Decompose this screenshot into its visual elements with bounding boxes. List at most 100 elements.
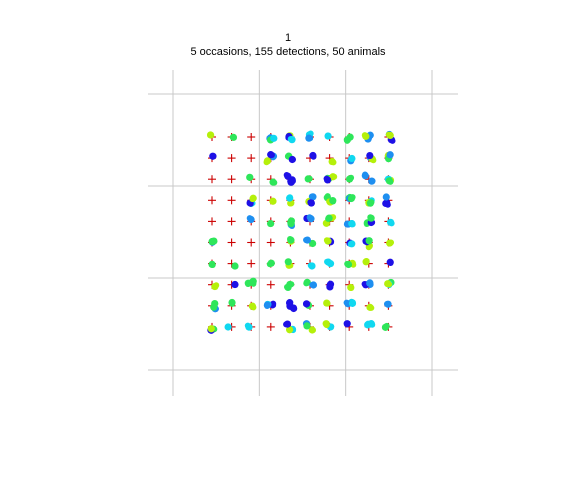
detection-point bbox=[268, 221, 274, 227]
trap-marker bbox=[208, 217, 216, 225]
detection-point bbox=[271, 198, 277, 204]
detection-point bbox=[289, 218, 295, 224]
detection-point bbox=[330, 198, 336, 204]
trap-marker bbox=[247, 154, 255, 162]
detection-point bbox=[233, 263, 239, 269]
detection-point bbox=[303, 280, 309, 286]
detection-point bbox=[208, 132, 214, 138]
detection-point bbox=[364, 258, 370, 264]
detection-point bbox=[362, 172, 368, 178]
detection-point bbox=[308, 262, 314, 268]
detection-point bbox=[287, 178, 293, 184]
detection-point bbox=[325, 193, 331, 199]
detection-point bbox=[284, 172, 290, 178]
detection-point bbox=[324, 301, 330, 307]
detection-point bbox=[383, 194, 389, 200]
detection-point bbox=[269, 152, 275, 158]
detection-point bbox=[291, 304, 297, 310]
detection-point bbox=[264, 303, 270, 309]
detection-point bbox=[348, 175, 354, 181]
detection-point bbox=[324, 176, 330, 182]
detection-point bbox=[303, 237, 309, 243]
detection-point bbox=[288, 281, 294, 287]
detection-point bbox=[387, 179, 393, 185]
detection-point bbox=[331, 174, 337, 180]
trap-marker bbox=[247, 133, 255, 141]
detection-point bbox=[325, 216, 331, 222]
detection-point bbox=[285, 259, 291, 265]
detection-point bbox=[388, 239, 394, 245]
trap-marker bbox=[228, 175, 236, 183]
detection-point bbox=[366, 239, 372, 245]
grid-lines bbox=[148, 70, 458, 396]
detection-point bbox=[304, 301, 310, 307]
detection-point bbox=[267, 261, 273, 267]
detection-point bbox=[389, 220, 395, 226]
detection-point bbox=[290, 156, 296, 162]
detection-point bbox=[386, 132, 392, 138]
detection-point bbox=[344, 321, 350, 327]
detection-point bbox=[348, 285, 354, 291]
detection-point bbox=[286, 300, 292, 306]
detection-point bbox=[210, 262, 216, 268]
trap-marker bbox=[228, 196, 236, 204]
detection-point bbox=[213, 282, 219, 288]
detection-point bbox=[208, 326, 214, 332]
detection-point bbox=[388, 260, 394, 266]
detection-point bbox=[350, 301, 356, 307]
detection-point bbox=[225, 324, 231, 330]
detection-point bbox=[362, 132, 368, 138]
detection-point bbox=[367, 214, 373, 220]
detection-point bbox=[231, 135, 237, 141]
trap-marker bbox=[267, 323, 275, 331]
detection-markers bbox=[207, 131, 396, 334]
detection-point bbox=[350, 194, 356, 200]
detection-point bbox=[324, 237, 330, 243]
trap-marker bbox=[208, 175, 216, 183]
detection-point bbox=[365, 321, 371, 327]
detection-point bbox=[288, 136, 294, 142]
trap-marker bbox=[228, 239, 236, 247]
detection-point bbox=[325, 133, 331, 139]
detection-point bbox=[307, 199, 313, 205]
detection-point bbox=[330, 159, 336, 165]
detection-point bbox=[247, 174, 253, 180]
detection-point bbox=[307, 214, 313, 220]
detection-point bbox=[386, 281, 392, 287]
detection-point bbox=[307, 176, 313, 182]
detection-point bbox=[271, 180, 277, 186]
detection-point bbox=[326, 282, 332, 288]
trap-marker bbox=[267, 239, 275, 247]
detection-point bbox=[384, 323, 390, 329]
detection-point bbox=[368, 305, 374, 311]
detection-point bbox=[229, 301, 235, 307]
detection-point bbox=[210, 238, 216, 244]
detection-point bbox=[368, 199, 374, 205]
detection-point bbox=[250, 304, 256, 310]
detection-point bbox=[384, 301, 390, 307]
detection-point bbox=[387, 152, 393, 158]
trap-markers bbox=[208, 133, 392, 331]
detection-point bbox=[344, 300, 350, 306]
detection-point bbox=[307, 135, 313, 141]
detection-point bbox=[370, 178, 376, 184]
trap-marker bbox=[267, 281, 275, 289]
detection-point bbox=[344, 261, 350, 267]
detection-point bbox=[211, 153, 217, 159]
detection-point bbox=[309, 194, 315, 200]
detection-point bbox=[283, 321, 289, 327]
detection-point bbox=[250, 281, 256, 287]
detection-point bbox=[366, 281, 372, 287]
detection-point bbox=[348, 241, 354, 247]
detection-point bbox=[245, 323, 251, 329]
trap-marker bbox=[228, 154, 236, 162]
detection-point bbox=[211, 303, 217, 309]
detection-point bbox=[304, 323, 310, 329]
trap-marker bbox=[247, 260, 255, 268]
detection-point bbox=[367, 153, 373, 159]
detection-point bbox=[247, 215, 253, 221]
detection-point bbox=[249, 196, 255, 202]
detection-point bbox=[287, 194, 293, 200]
detection-point bbox=[350, 221, 356, 227]
